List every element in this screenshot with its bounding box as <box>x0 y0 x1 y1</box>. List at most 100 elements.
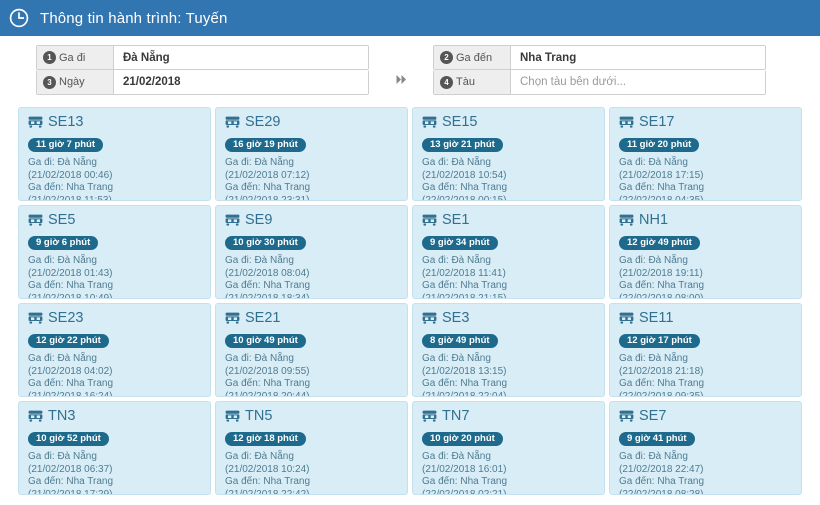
arrival-station-line: Ga đến: Nha Trang <box>225 280 311 291</box>
train-icon <box>619 410 634 423</box>
departure-station-line: Ga đi: Đà Nẵng <box>422 451 491 462</box>
train-icon <box>225 214 240 227</box>
date-group[interactable]: 3 Ngày 21/02/2018 <box>36 70 369 95</box>
train-code: SE5 <box>48 212 76 228</box>
duration-badge: 9 giờ 34 phút <box>422 235 498 250</box>
train-card-se23[interactable]: SE23 12 giờ 22 phút Ga đi: Đà Nẵng (21/0… <box>18 303 211 397</box>
departure-time-line: (21/02/2018 01:43) <box>28 267 113 279</box>
train-code: SE29 <box>245 114 281 130</box>
arrival-station-line: Ga đến: Nha Trang <box>28 476 114 487</box>
train-card-header: SE13 <box>28 115 201 130</box>
train-code: SE1 <box>442 212 470 228</box>
forward-arrow-cell-1 <box>369 45 433 109</box>
train-card-nh1[interactable]: NH1 12 giờ 49 phút Ga đi: Đà Nẵng (21/02… <box>609 205 802 299</box>
arrival-time-line: (21/02/2018 22:42) <box>225 488 310 495</box>
train-card-header: SE21 <box>225 311 398 326</box>
train-card-header: TN3 <box>28 409 201 424</box>
journey-form: 1 Ga đi Đà Nẵng 3 Ngày 21/02/2018 <box>0 36 820 148</box>
train-icon <box>28 116 43 129</box>
arrival-time-line: (21/02/2018 11:53) <box>28 194 112 201</box>
train-card-se3[interactable]: SE3 8 giờ 49 phút Ga đi: Đà Nẵng (21/02/… <box>412 303 605 397</box>
step-number-badge: 1 <box>43 51 56 64</box>
date-label: 3 Ngày <box>37 70 114 94</box>
arrival-station-line: Ga đến: Nha Trang <box>28 378 114 389</box>
train-card-tn3[interactable]: TN3 10 giờ 52 phút Ga đi: Đà Nẵng (21/02… <box>18 401 211 495</box>
train-card-se11[interactable]: SE11 12 giờ 17 phút Ga đi: Đà Nẵng (21/0… <box>609 303 802 397</box>
arrival-station-line: Ga đến: Nha Trang <box>422 378 508 389</box>
arrival-station-line: Ga đến: Nha Trang <box>28 280 114 291</box>
train-select-group[interactable]: 4 Tàu Chọn tàu bên dưới... <box>433 70 766 95</box>
departure-time-line: (21/02/2018 21:18) <box>619 365 704 377</box>
arrival-station-label: 2 Ga đến <box>434 46 511 69</box>
arrival-time-line: (21/02/2018 17:29) <box>28 488 113 495</box>
duration-badge: 9 giờ 41 phút <box>619 431 695 446</box>
departure-time-line: (21/02/2018 08:04) <box>225 267 310 279</box>
arrival-station-line: Ga đến: Nha Trang <box>422 280 508 291</box>
train-card-se13[interactable]: SE13 11 giờ 7 phút Ga đi: Đà Nẵng (21/02… <box>18 107 211 201</box>
departure-station-label: 1 Ga đi <box>37 46 114 69</box>
train-card-se21[interactable]: SE21 10 giờ 49 phút Ga đi: Đà Nẵng (21/0… <box>215 303 408 397</box>
departure-station-line: Ga đi: Đà Nẵng <box>422 353 491 364</box>
train-code: SE11 <box>639 310 674 326</box>
date-input[interactable]: 21/02/2018 <box>114 70 368 94</box>
train-icon <box>28 410 43 423</box>
train-card-se29[interactable]: SE29 16 giờ 19 phút Ga đi: Đà Nẵng (21/0… <box>215 107 408 201</box>
train-card-header: TN5 <box>225 409 398 424</box>
departure-station-group[interactable]: 1 Ga đi Đà Nẵng <box>36 45 369 70</box>
arrival-time-line: (21/02/2018 21:15) <box>422 292 507 299</box>
arrival-time-line: (21/02/2018 22:04) <box>422 390 507 397</box>
arrival-station-input[interactable]: Nha Trang <box>511 46 765 69</box>
train-card-se1[interactable]: SE1 9 giờ 34 phút Ga đi: Đà Nẵng (21/02/… <box>412 205 605 299</box>
departure-station-line: Ga đi: Đà Nẵng <box>619 451 688 462</box>
arrival-station-line: Ga đến: Nha Trang <box>225 476 311 487</box>
train-card-se17[interactable]: SE17 11 giờ 20 phút Ga đi: Đà Nẵng (21/0… <box>609 107 802 201</box>
duration-badge: 12 giờ 49 phút <box>619 235 700 250</box>
arrival-station-line: Ga đến: Nha Trang <box>619 182 705 193</box>
departure-time-line: (21/02/2018 00:46) <box>28 169 113 181</box>
train-card-se9[interactable]: SE9 10 giờ 30 phút Ga đi: Đà Nẵng (21/02… <box>215 205 408 299</box>
train-icon <box>28 214 43 227</box>
arrival-time-line: (21/02/2018 10:49) <box>28 292 113 299</box>
departure-station-line: Ga đi: Đà Nẵng <box>225 255 294 266</box>
train-code: SE13 <box>48 114 84 130</box>
arrival-station-line: Ga đến: Nha Trang <box>225 182 311 193</box>
train-select-input[interactable]: Chọn tàu bên dưới... <box>511 70 765 94</box>
arrival-time-line: (22/02/2018 04:35) <box>619 194 704 201</box>
arrival-station-line: Ga đến: Nha Trang <box>422 182 508 193</box>
train-icon <box>619 116 634 129</box>
duration-badge: 13 giờ 21 phút <box>422 137 503 152</box>
duration-badge: 12 giờ 17 phút <box>619 333 700 348</box>
train-card-se7[interactable]: SE7 9 giờ 41 phút Ga đi: Đà Nẵng (21/02/… <box>609 401 802 495</box>
departure-time-line: (21/02/2018 09:55) <box>225 365 310 377</box>
train-icon <box>225 312 240 325</box>
train-select-label: 4 Tàu <box>434 70 511 94</box>
train-code: SE9 <box>245 212 273 228</box>
train-card-se5[interactable]: SE5 9 giờ 6 phút Ga đi: Đà Nẵng (21/02/2… <box>18 205 211 299</box>
train-card-tn5[interactable]: TN5 12 giờ 18 phút Ga đi: Đà Nẵng (21/02… <box>215 401 408 495</box>
arrival-station-group[interactable]: 2 Ga đến Nha Trang <box>433 45 766 70</box>
train-code: SE15 <box>442 114 478 130</box>
train-card-header: SE15 <box>422 115 595 130</box>
step-number-badge: 4 <box>440 75 453 89</box>
departure-station-line: Ga đi: Đà Nẵng <box>28 255 97 266</box>
arrival-time-line: (22/02/2018 08:28) <box>619 488 704 495</box>
journey-form-left-column: 1 Ga đi Đà Nẵng 3 Ngày 21/02/2018 <box>36 45 369 95</box>
train-card-se15[interactable]: SE15 13 giờ 21 phút Ga đi: Đà Nẵng (21/0… <box>412 107 605 201</box>
train-card-header: NH1 <box>619 213 792 228</box>
departure-station-input[interactable]: Đà Nẵng <box>114 46 368 69</box>
duration-badge: 10 giờ 20 phút <box>422 431 503 446</box>
departure-time-line: (21/02/2018 06:37) <box>28 463 113 475</box>
train-card-header: TN7 <box>422 409 595 424</box>
train-card-header: SE11 <box>619 311 792 326</box>
arrival-time-line: (22/02/2018 09:35) <box>619 390 704 397</box>
arrival-time-line: (22/02/2018 02:21) <box>422 488 507 495</box>
train-icon <box>422 312 437 325</box>
departure-station-line: Ga đi: Đà Nẵng <box>225 353 294 364</box>
train-icon <box>225 116 240 129</box>
departure-time-line: (21/02/2018 04:02) <box>28 365 113 377</box>
train-card-header: SE3 <box>422 311 595 326</box>
train-card-tn7[interactable]: TN7 10 giờ 20 phút Ga đi: Đà Nẵng (21/02… <box>412 401 605 495</box>
page-header: Thông tin hành trình: Tuyến <box>0 0 820 36</box>
duration-badge: 10 giờ 52 phút <box>28 431 109 446</box>
arrival-station-line: Ga đến: Nha Trang <box>225 378 311 389</box>
